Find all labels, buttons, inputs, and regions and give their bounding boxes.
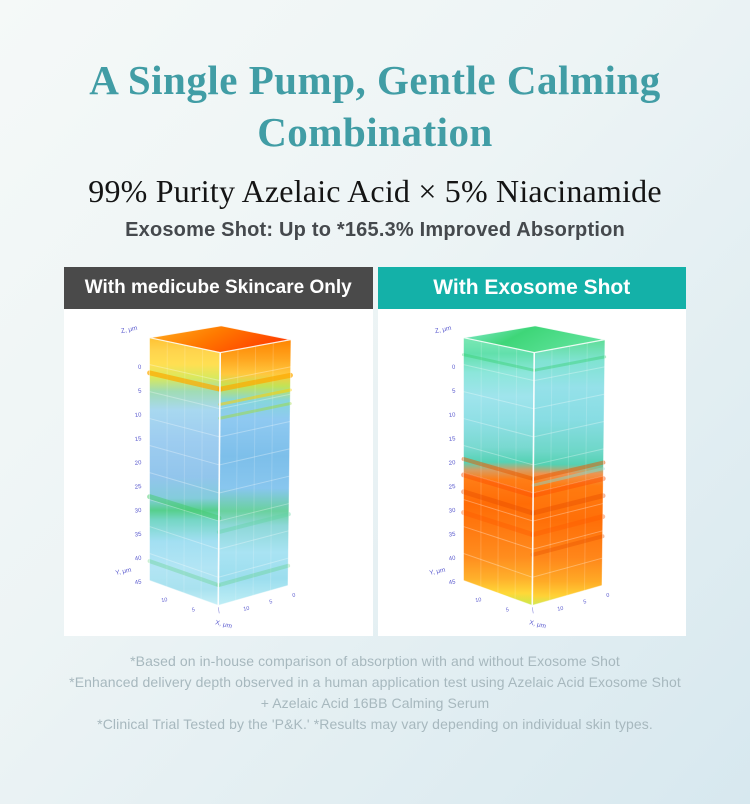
svg-text:20: 20	[448, 460, 456, 467]
svg-text:0: 0	[451, 364, 456, 370]
footnote-line: *Clinical Trial Tested by the 'P&K.' *Re…	[0, 714, 750, 735]
svg-text:Y, μm: Y, μm	[115, 567, 132, 577]
svg-text:5: 5	[191, 607, 195, 613]
footnotes: *Based on in-house comparison of absorpt…	[0, 651, 750, 735]
ingredient-subtitle: 99% Purity Azelaic Acid × 5% Niacinamide	[0, 173, 750, 210]
svg-text:45: 45	[448, 579, 456, 586]
svg-text:15: 15	[448, 436, 456, 443]
svg-text:25: 25	[134, 484, 142, 491]
panel-header-exosome-shot: With Exosome Shot	[378, 267, 687, 309]
panel-header-skincare-only: With medicube Skincare Only	[64, 267, 373, 309]
page-title: A Single Pump, Gentle Calming Combinatio…	[0, 54, 750, 159]
footnote-line: *Based on in-house comparison of absorpt…	[0, 651, 750, 672]
panel-body-skincare-only: 0 5 10 15 20 25 30 35 40 45 Z, μm Y, μm X, μm 10 5 10 5 0	[64, 309, 373, 636]
svg-text:Y, μm: Y, μm	[428, 567, 445, 577]
svg-text:X, μm: X, μm	[528, 619, 546, 630]
svg-text:30: 30	[448, 508, 456, 515]
svg-text:40: 40	[448, 555, 456, 562]
footnote-line: *Enhanced delivery depth observed in a h…	[0, 672, 750, 693]
svg-text:40: 40	[134, 555, 142, 562]
absorption-3d-plot-exosome-shot: 0 5 10 15 20 25 30 35 40 45 Z, μm Y, μm X, μm 10 5 10 5 0	[378, 309, 687, 636]
svg-text:Z, μm: Z, μm	[434, 325, 452, 335]
svg-text:0: 0	[605, 593, 609, 599]
svg-text:X, μm: X, μm	[215, 619, 233, 630]
svg-text:15: 15	[134, 436, 142, 443]
svg-text:5: 5	[451, 388, 456, 394]
svg-text:30: 30	[134, 508, 142, 515]
title-line-2: Combination	[0, 106, 750, 158]
svg-text:10: 10	[557, 606, 564, 613]
svg-text:20: 20	[134, 460, 142, 467]
svg-text:35: 35	[134, 532, 142, 539]
svg-text:35: 35	[448, 532, 456, 539]
title-line-1: A Single Pump, Gentle Calming	[0, 54, 750, 106]
svg-text:Z, μm: Z, μm	[120, 325, 138, 335]
svg-text:25: 25	[448, 484, 456, 491]
absorption-3d-plot-skincare-only: 0 5 10 15 20 25 30 35 40 45 Z, μm Y, μm X, μm 10 5 10 5 0	[64, 309, 373, 636]
svg-text:10: 10	[474, 597, 481, 604]
svg-text:10: 10	[161, 597, 168, 604]
svg-text:10: 10	[448, 412, 456, 419]
comparison-panels: With medicube Skincare Only 0 5 10 15 20 25 30…	[64, 267, 686, 636]
svg-text:5: 5	[582, 599, 586, 605]
ad-page: A Single Pump, Gentle Calming Combinatio…	[0, 54, 750, 804]
panel-exosome-shot: With Exosome Shot 0 5 10 15 20 25 30 35 40 45 Z, μ…	[378, 267, 687, 636]
panel-body-exosome-shot: 0 5 10 15 20 25 30 35 40 45 Z, μm Y, μm X, μm 10 5 10 5 0	[378, 309, 687, 636]
svg-text:5: 5	[505, 607, 509, 613]
svg-text:10: 10	[243, 606, 250, 613]
absorption-tagline: Exosome Shot: Up to *165.3% Improved Abs…	[0, 219, 750, 242]
panel-skincare-only: With medicube Skincare Only 0 5 10 15 20 25 30…	[64, 267, 373, 636]
svg-text:0: 0	[138, 364, 143, 370]
svg-text:5: 5	[138, 388, 143, 394]
svg-text:10: 10	[134, 412, 142, 419]
svg-text:0: 0	[292, 593, 296, 599]
footnote-line: + Azelaic Acid 16BB Calming Serum	[0, 693, 750, 714]
svg-text:5: 5	[269, 599, 273, 605]
svg-text:45: 45	[134, 579, 142, 586]
